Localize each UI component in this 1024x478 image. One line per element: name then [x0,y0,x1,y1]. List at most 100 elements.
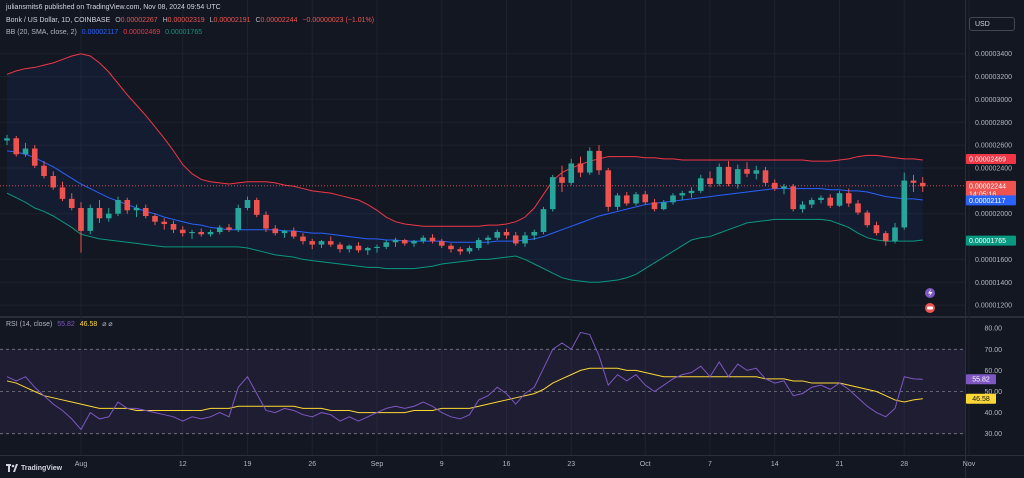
pane-separator[interactable] [0,316,1024,318]
candle-body[interactable] [734,169,741,184]
candle-body[interactable] [124,200,131,211]
currency-button[interactable]: USD [969,17,1015,31]
candle-body[interactable] [401,240,408,244]
candle-body[interactable] [438,241,445,246]
candle-body[interactable] [753,170,760,174]
candle-body[interactable] [707,178,713,184]
candle-body[interactable] [725,166,732,184]
candle-body[interactable] [660,202,667,210]
candle-body[interactable] [272,228,279,234]
candle-body[interactable] [235,208,242,230]
candle-body[interactable] [836,193,843,206]
candle-body[interactable] [309,241,316,245]
candle-body[interactable] [864,212,871,226]
candle-body[interactable] [22,148,29,155]
candle-body[interactable] [198,232,205,235]
candle-body[interactable] [679,193,686,196]
candle-body[interactable] [244,200,251,208]
candle-body[interactable] [374,246,380,248]
candle-body[interactable] [697,178,704,191]
symbol-legend[interactable]: Bonk / US Dollar, 1D, COINBASE O0.000022… [6,17,377,24]
candle-body[interactable] [503,232,510,236]
candle-body[interactable] [115,200,121,214]
candle-body[interactable] [799,204,806,210]
candle-body[interactable] [355,245,362,251]
candle-body[interactable] [31,148,38,166]
candle-body[interactable] [688,190,695,194]
candle-body[interactable] [596,150,602,171]
candle-body[interactable] [614,195,621,207]
candle-body[interactable] [512,235,519,244]
candle-body[interactable] [790,186,797,210]
candle-body[interactable] [337,244,343,250]
candle-body[interactable] [383,242,390,247]
candle-body[interactable] [919,182,926,187]
bb-name[interactable]: BB (20, SMA, close, 2) [6,29,77,36]
candle-body[interactable] [161,221,168,224]
candle-body[interactable] [892,227,898,242]
candle-body[interactable] [522,235,528,244]
candle-body[interactable] [152,216,158,222]
candle-body[interactable] [87,208,94,231]
candle-body[interactable] [318,241,325,245]
candle-body[interactable] [281,230,288,234]
bb-legend[interactable]: BB (20, SMA, close, 2) 0.00002117 0.0000… [6,29,205,36]
candle-body[interactable] [910,180,917,183]
candle-body[interactable] [882,233,889,242]
candle-body[interactable] [68,198,75,208]
candle-body[interactable] [466,248,473,252]
candle-body[interactable] [549,177,556,210]
candle-body[interactable] [207,232,214,235]
candle-body[interactable] [263,214,269,229]
candle-body[interactable] [346,245,353,250]
candle-body[interactable] [586,150,593,173]
candle-body[interactable] [485,237,491,240]
candle-body[interactable] [623,195,630,204]
candle-body[interactable] [568,163,575,183]
candle-body[interactable] [457,249,464,252]
candle-body[interactable] [716,166,723,184]
candle-body[interactable] [142,208,149,216]
candle-body[interactable] [744,169,750,174]
candle-body[interactable] [300,236,306,242]
candle-body[interactable] [105,213,112,219]
rsi-legend[interactable]: RSI (14, close) 55.82 46.58 ⌀ ⌀ [6,320,116,328]
candle-body[interactable] [59,187,66,199]
candle-body[interactable] [41,165,47,176]
candle-body[interactable] [253,200,260,215]
candle-body[interactable] [494,232,501,238]
candle-body[interactable] [771,182,778,189]
candle-body[interactable] [845,193,852,204]
candle-body[interactable] [901,180,908,228]
candle-body[interactable] [670,195,676,203]
candle-body[interactable] [577,163,584,173]
candle-body[interactable] [762,170,769,183]
candle-body[interactable] [290,230,297,237]
candle-body[interactable] [216,227,223,232]
candle-body[interactable] [170,224,177,230]
candle-body[interactable] [96,208,103,219]
candle-body[interactable] [411,241,417,244]
candle-body[interactable] [855,203,861,213]
candle-body[interactable] [642,194,649,203]
candle-body[interactable] [873,225,880,234]
candle-body[interactable] [50,176,57,188]
candle-body[interactable] [392,240,399,243]
candle-body[interactable] [448,245,454,250]
candle-body[interactable] [420,237,427,242]
candle-body[interactable] [4,138,10,141]
candle-body[interactable] [540,209,547,232]
candle-body[interactable] [531,232,538,236]
candle-body[interactable] [13,138,20,155]
candle-body[interactable] [559,177,565,183]
candle-body[interactable] [429,237,436,242]
tradingview-logo[interactable]: TradingView [6,464,62,472]
candle-body[interactable] [226,227,232,230]
candle-body[interactable] [633,194,639,204]
candle-body[interactable] [605,170,612,207]
candle-body[interactable] [818,197,824,200]
candle-body[interactable] [827,197,834,206]
candle-body[interactable] [327,241,334,245]
candle-body[interactable] [781,186,787,189]
